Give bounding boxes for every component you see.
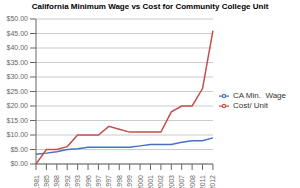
svg-text:2012: 2012 [209, 175, 216, 188]
svg-text:1996: 1996 [85, 175, 92, 188]
svg-text:$30.00: $30.00 [7, 73, 29, 80]
svg-text:1999: 1999 [126, 175, 133, 188]
svg-text:1998: 1998 [116, 175, 123, 188]
svg-text:$20.00: $20.00 [7, 102, 29, 109]
svg-text:2007: 2007 [178, 175, 185, 188]
svg-text:$5.00: $5.00 [10, 146, 28, 153]
html-text:California Minimum Wage vs Cos: California Minimum Wage vs Cost for Comm… [31, 2, 269, 11]
svg-text:1985: 1985 [43, 175, 50, 188]
svg-text:2002: 2002 [157, 175, 164, 188]
svg-text:2000: 2000 [137, 175, 144, 188]
svg-text:1997: 1997 [105, 175, 112, 188]
svg-text:$15.00: $15.00 [7, 117, 29, 124]
svg-text:$40.00: $40.00 [7, 44, 29, 51]
svg-text:1997: 1997 [95, 175, 102, 188]
svg-text:1992: 1992 [64, 175, 71, 188]
svg-text:2008: 2008 [189, 175, 196, 188]
svg-text:1981: 1981 [33, 175, 40, 188]
svg-text:$25.00: $25.00 [7, 88, 29, 95]
html-text:Cost/ Unit: Cost/ Unit [232, 101, 269, 111]
svg-text:$50.00: $50.00 [7, 15, 29, 22]
svg-text:2011: 2011 [199, 175, 206, 188]
html-text:CA Min. Wage: CA Min. Wage [232, 91, 286, 101]
svg-text:2003: 2003 [168, 175, 175, 188]
svg-text:1993: 1993 [74, 175, 81, 188]
svg-text:$35.00: $35.00 [7, 59, 29, 66]
svg-text:$0.00: $0.00 [10, 160, 28, 167]
svg-text:$10.00: $10.00 [7, 131, 29, 138]
svg-text:$45.00: $45.00 [7, 30, 29, 37]
svg-text:2001: 2001 [147, 175, 154, 188]
svg-text:1988: 1988 [53, 175, 60, 188]
